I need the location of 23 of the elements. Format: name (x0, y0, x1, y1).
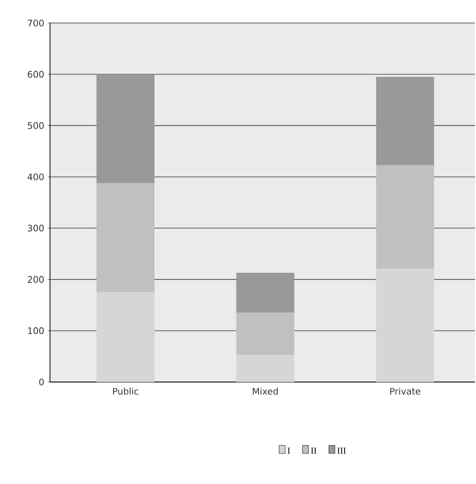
bar (96, 292, 154, 382)
y-tick-label: 200 (28, 276, 44, 283)
bar (376, 76, 434, 166)
x-tick-label: Public (113, 388, 138, 395)
legend-label: II (311, 448, 316, 454)
bar (376, 165, 434, 269)
legend-label: I (288, 448, 290, 454)
y-tick-label: 0 (39, 378, 44, 386)
bar (96, 183, 154, 292)
y-tick-label: 100 (28, 327, 44, 334)
x-tick-label: Private (390, 388, 420, 395)
bar (376, 268, 434, 382)
y-tick-label: 300 (28, 224, 44, 232)
bar (236, 272, 294, 313)
x-tick-label: Mixed (252, 388, 278, 395)
y-tick-label: 600 (28, 70, 44, 78)
bar (96, 74, 154, 184)
bar (236, 312, 294, 355)
y-tick-label: 500 (28, 122, 44, 129)
legend-label: III (337, 448, 346, 454)
y-tick-label: 400 (28, 173, 44, 180)
y-tick-label: 700 (28, 20, 44, 26)
bar (236, 354, 294, 382)
